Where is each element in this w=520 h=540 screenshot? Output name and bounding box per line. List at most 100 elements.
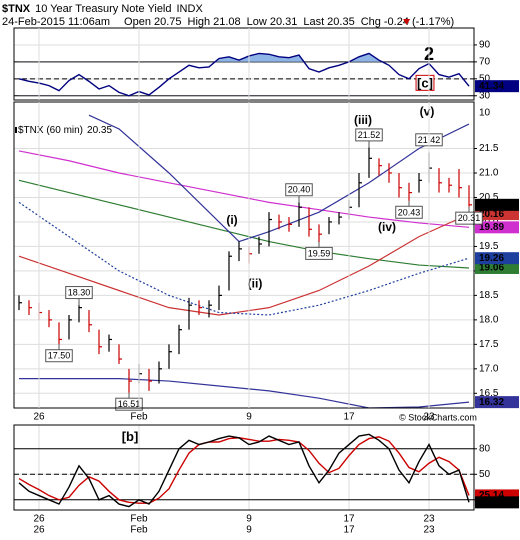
y-tick-label: 18.0 — [479, 315, 499, 326]
symbol: $TNX — [2, 3, 31, 15]
stat-value: -0.24 — [384, 16, 409, 28]
value-label: 19.26 — [479, 253, 504, 264]
legend-swatch — [15, 127, 17, 133]
plot-area — [14, 425, 474, 510]
zone-fill — [214, 53, 383, 62]
value-label: 41.34 — [479, 81, 504, 92]
header-title: $TNX 10 Year Treasury Note Yield INDX — [2, 3, 203, 15]
panel-border — [13, 27, 475, 101]
callout-box — [115, 397, 143, 411]
value-label-box — [475, 396, 519, 409]
callout-label: 18.30 — [68, 288, 91, 298]
stat-value: 20.31 — [270, 16, 298, 28]
change-pct: (-1.17%) — [412, 16, 454, 28]
y-tick-label: 21.5 — [479, 143, 499, 154]
y-tick-label: 17.0 — [479, 363, 499, 374]
value-label-box — [475, 252, 519, 265]
stat-value: 21.08 — [213, 16, 241, 28]
value-label: 19.89 — [479, 222, 504, 233]
panel-border — [13, 424, 475, 511]
x-tick-label: 26 — [33, 525, 45, 536]
callout-label: 19.59 — [308, 248, 331, 258]
y-tick-label: 18.5 — [479, 290, 499, 301]
stat-label: Low — [247, 16, 267, 28]
watermark: © StockCharts.com — [399, 412, 477, 422]
x-tick-label: Feb — [130, 514, 148, 525]
y-tick-label: 50 — [479, 469, 491, 480]
x-tick-label: 17 — [343, 514, 355, 525]
overlay-line — [18, 201, 470, 316]
header-stats: 24-Feb-2015 11:06am Open 20.75 High 21.08 Low… — [2, 16, 454, 28]
value-label: 19.06 — [479, 263, 504, 274]
legend: $TNX (60 min) 20.35 — [18, 125, 112, 136]
y-tick-label: 80 — [479, 443, 491, 454]
y-tick-label: 50 — [479, 73, 491, 84]
value-label-box — [475, 208, 519, 221]
value-label: 17 — [479, 497, 491, 508]
legend-value: 20.35 — [87, 125, 112, 136]
panel-border — [13, 101, 475, 409]
name: 10 Year Treasury Note Yield — [35, 3, 171, 15]
value-label: 16.32 — [479, 397, 504, 408]
stat-label: Chg — [361, 16, 381, 28]
callout-box — [285, 183, 313, 197]
value-label-box — [475, 198, 519, 211]
value-label-box — [475, 80, 519, 93]
y-tick-label: 17.5 — [479, 339, 499, 350]
value-label-box — [475, 261, 519, 274]
x-tick-label: 23 — [423, 514, 435, 525]
x-tick-label: Feb — [130, 412, 148, 423]
stat-value: 20.35 — [327, 16, 355, 28]
value-label-box — [475, 496, 519, 509]
y-tick-label: 19.5 — [479, 241, 499, 252]
annotation: (i) — [226, 213, 237, 227]
overlay-line — [18, 213, 470, 316]
stat-label: Last — [303, 16, 324, 28]
callout-box — [455, 211, 483, 225]
series-line — [18, 433, 470, 508]
stat-value: 20.75 — [154, 16, 182, 28]
x-tick-label: 9 — [246, 525, 252, 536]
annotation: (iv) — [378, 220, 396, 234]
x-tick-label: 9 — [246, 514, 252, 525]
overlay-line — [18, 179, 470, 269]
annotation: (ii) — [248, 276, 263, 290]
callout-box — [45, 349, 73, 363]
y-tick-label: 30 — [479, 90, 491, 101]
value-label: 20.16 — [479, 209, 504, 220]
overlay-line — [19, 378, 470, 408]
y-tick-label: 90 — [479, 40, 491, 51]
y-tick-label: 16.5 — [479, 388, 499, 399]
x-tick-label: 23 — [423, 412, 435, 423]
y-tick-label: 70 — [479, 57, 491, 68]
exchange: INDX — [177, 3, 204, 15]
stat-label: High — [188, 16, 211, 28]
annotation: (iii) — [354, 113, 372, 127]
series-line — [18, 52, 470, 97]
x-tick-label: 26 — [33, 514, 45, 525]
callout-box — [355, 128, 383, 142]
value-label: 25.14 — [479, 490, 504, 501]
callout-box — [305, 246, 333, 260]
callout-label: 20.31 — [458, 213, 481, 223]
value-label-box — [475, 221, 519, 234]
callout-label: 20.40 — [288, 185, 311, 195]
overlay-line — [18, 150, 470, 228]
annotation: (v) — [420, 104, 435, 118]
plot-area — [14, 44, 474, 97]
stat-label: Open — [124, 16, 151, 28]
annotation: [b] — [122, 429, 139, 444]
legend-name: $TNX (60 min) — [18, 125, 83, 136]
x-tick-label: 9 — [246, 412, 252, 423]
callout-box — [395, 205, 423, 219]
y-tick-label: 20.5 — [479, 192, 499, 203]
x-tick-label: Feb — [130, 525, 148, 536]
down-arrow — [403, 19, 411, 25]
y-tick-label: 21.0 — [479, 168, 499, 179]
datetime: 24-Feb-2015 11:06am — [2, 16, 110, 28]
series-line — [18, 436, 470, 504]
x-tick-label: 17 — [343, 525, 355, 536]
callout-box — [65, 286, 93, 300]
callout-label: 20.43 — [398, 207, 421, 217]
